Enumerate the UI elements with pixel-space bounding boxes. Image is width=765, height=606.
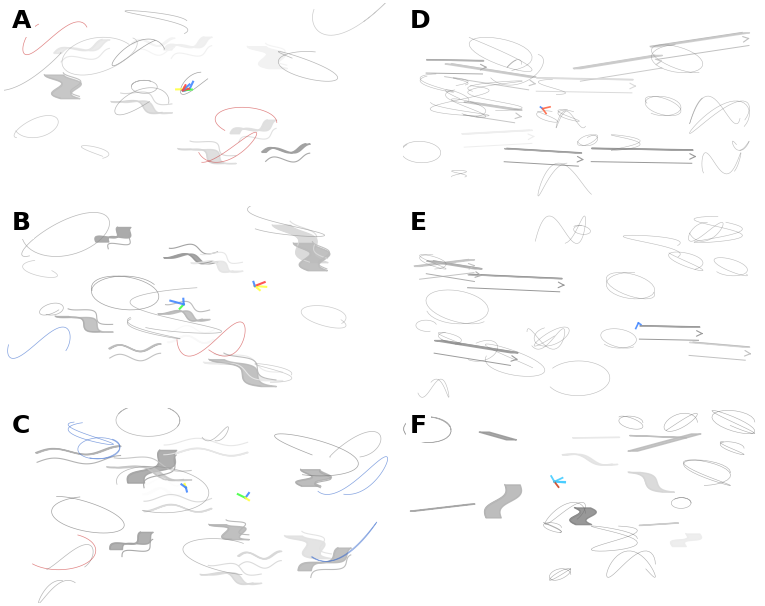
Text: E: E <box>410 211 427 236</box>
Text: C: C <box>11 414 30 438</box>
Text: F: F <box>410 414 427 438</box>
Text: D: D <box>410 9 431 33</box>
Text: B: B <box>11 211 31 236</box>
Text: A: A <box>11 9 31 33</box>
